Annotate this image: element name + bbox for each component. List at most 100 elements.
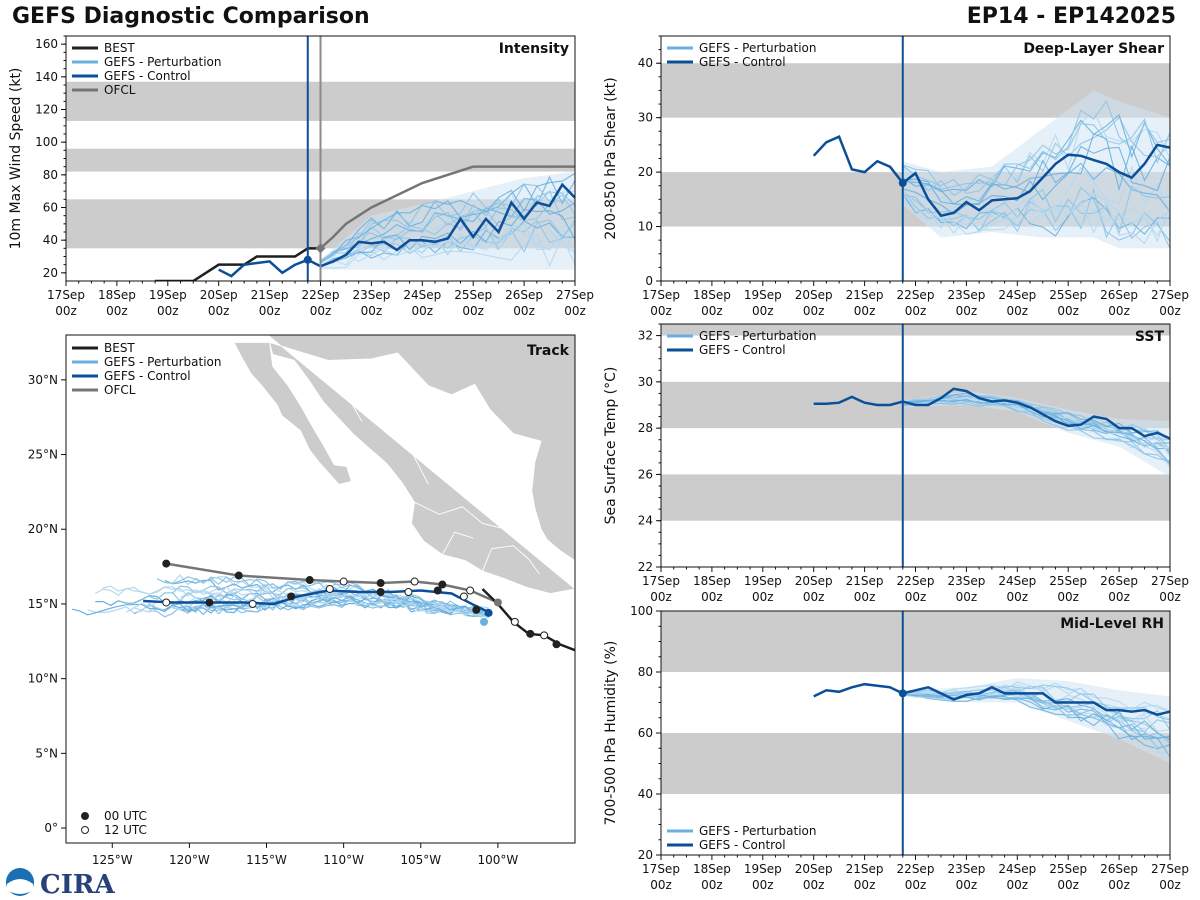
- shear-perturbation-line: [902, 185, 1170, 235]
- track-control-point: [287, 592, 296, 601]
- track-lon-label: 105°W: [400, 853, 441, 867]
- rh-xtick-date: 25Sep: [1049, 862, 1087, 876]
- shear-perturbation-line: [902, 192, 1170, 243]
- sst-ytick-label: 22: [638, 560, 653, 574]
- intensity-xtick-hour: 00z: [55, 304, 77, 318]
- intensity-perturbation-line: [320, 223, 575, 266]
- sst-xtick-hour: 00z: [1057, 590, 1079, 604]
- shear-ytick-label: 20: [638, 165, 653, 179]
- sst-ytick-label: 24: [638, 514, 653, 528]
- rh-control-line: [813, 682, 1170, 717]
- intensity-panel: 20 40 60 80 100 120 140 160 17Sep 00z 18Sep 00z 19Se…: [8, 35, 594, 318]
- sst-xtick-hour: 00z: [803, 590, 825, 604]
- sst-xtick-hour: 00z: [650, 590, 672, 604]
- track-control-point: [205, 598, 214, 607]
- shear-xtick-hour: 00z: [1108, 304, 1130, 318]
- intensity-legend-label: BEST: [104, 41, 135, 55]
- state-border: [423, 385, 460, 488]
- track-lat-label: 30°N: [28, 373, 58, 387]
- intensity-xtick-date: 18Sep: [98, 288, 136, 302]
- track-ofcl-point: [466, 586, 475, 595]
- rh-xtick-hour: 00z: [1007, 878, 1029, 892]
- shear-perturbation-line: [902, 165, 1170, 218]
- track-perturbation-line: [172, 597, 489, 618]
- rh-ytick-label: 80: [638, 665, 653, 679]
- shear-xtick-date: 18Sep: [693, 288, 731, 302]
- intensity-xtick-date: 22Sep: [302, 288, 340, 302]
- sst-band: [661, 474, 1170, 521]
- track-lon-label: 115°W: [246, 853, 287, 867]
- sst-xtick-hour: 00z: [1007, 590, 1029, 604]
- intensity-perturbation-line: [320, 208, 575, 266]
- rh-ylabel: 700-500 hPa Humidity (%): [603, 641, 619, 826]
- sst-ytick-label: 26: [638, 467, 653, 481]
- shear-xtick-hour: 00z: [752, 304, 774, 318]
- intensity-xtick-date: 20Sep: [200, 288, 238, 302]
- land-baja: [233, 342, 352, 485]
- intensity-xtick-date: 19Sep: [149, 288, 187, 302]
- rh-xtick-hour: 00z: [803, 878, 825, 892]
- shear-perturbation-line: [902, 116, 1170, 194]
- sst-legend-label: GEFS - Perturbation: [699, 329, 816, 343]
- shear-perturbation-line: [902, 118, 1170, 197]
- intensity-perturbation-line: [320, 180, 575, 262]
- rh-ensemble-spread: [902, 678, 1170, 764]
- track-lat-label: 0°: [44, 821, 58, 835]
- logo-text: CIRA: [40, 870, 115, 900]
- intensity-ytick-label: 80: [43, 168, 58, 182]
- sst-xtick-date: 17Sep: [642, 574, 680, 588]
- track-ofcl-point: [438, 580, 447, 589]
- sst-panel: 22 24 26 28 30 32 17Sep 00z 18Sep 00z 19Sep 00z 20Se…: [603, 323, 1189, 604]
- track-ofcl-init: [493, 598, 502, 607]
- intensity-xtick-date: 23Sep: [352, 288, 390, 302]
- track-legend-marker: [81, 826, 89, 834]
- rh-legend-label: GEFS - Perturbation: [699, 824, 816, 838]
- track-control-point: [376, 587, 385, 596]
- track-legend-label: GEFS - Perturbation: [104, 355, 221, 369]
- intensity-xtick-date: 27Sep: [556, 288, 594, 302]
- rh-ytick-label: 20: [638, 848, 653, 862]
- shear-legend-label: GEFS - Control: [699, 55, 786, 69]
- state-border: [482, 545, 540, 575]
- track-lat-label: 15°N: [28, 597, 58, 611]
- figure-title: GEFS Diagnostic Comparison: [12, 4, 370, 29]
- track-lon-label: 125°W: [92, 853, 133, 867]
- shear-xtick-date: 22Sep: [897, 288, 935, 302]
- sst-plot-area: [661, 324, 1170, 521]
- sst-control-line: [813, 387, 1170, 440]
- track-frame: [65, 334, 576, 844]
- track-best-point: [540, 631, 549, 640]
- intensity-best-line: [155, 247, 321, 281]
- intensity-ytick-label: 60: [43, 201, 58, 215]
- shear-ytick-label: 10: [638, 220, 653, 234]
- shear-xtick-hour: 00z: [1007, 304, 1029, 318]
- shear-xtick-date: 26Sep: [1100, 288, 1138, 302]
- sst-ytick-label: 28: [638, 421, 653, 435]
- sst-xtick-date: 22Sep: [897, 574, 935, 588]
- sst-xtick-hour: 00z: [905, 590, 927, 604]
- shear-xtick-hour: 00z: [905, 304, 927, 318]
- noaa-logo-wave: [7, 879, 33, 894]
- shear-xtick-date: 25Sep: [1049, 288, 1087, 302]
- rh-xtick-hour: 00z: [1057, 878, 1079, 892]
- state-border: [364, 358, 395, 433]
- rh-init-marker: [898, 689, 907, 698]
- shear-xtick-date: 24Sep: [998, 288, 1036, 302]
- rh-legend-label: GEFS - Control: [699, 838, 786, 852]
- track-best-point: [526, 629, 535, 638]
- sst-xtick-hour: 00z: [1159, 590, 1181, 604]
- shear-xtick-hour: 00z: [854, 304, 876, 318]
- track-legend-marker: [81, 812, 89, 820]
- track-control-point: [325, 585, 334, 593]
- intensity-perturbation-line: [320, 191, 575, 264]
- sst-xtick-date: 18Sep: [693, 574, 731, 588]
- track-best-point: [552, 640, 561, 649]
- intensity-ylabel: 10m Max Wind Speed (kt): [8, 68, 24, 250]
- shear-xtick-date: 17Sep: [642, 288, 680, 302]
- track-perturbation-line: [187, 591, 489, 618]
- track-lon-label: 120°W: [169, 853, 210, 867]
- rh-xtick-hour: 00z: [701, 878, 723, 892]
- rh-band: [661, 611, 1170, 672]
- rh-xtick-hour: 00z: [752, 878, 774, 892]
- track-ofcl-point: [410, 577, 419, 586]
